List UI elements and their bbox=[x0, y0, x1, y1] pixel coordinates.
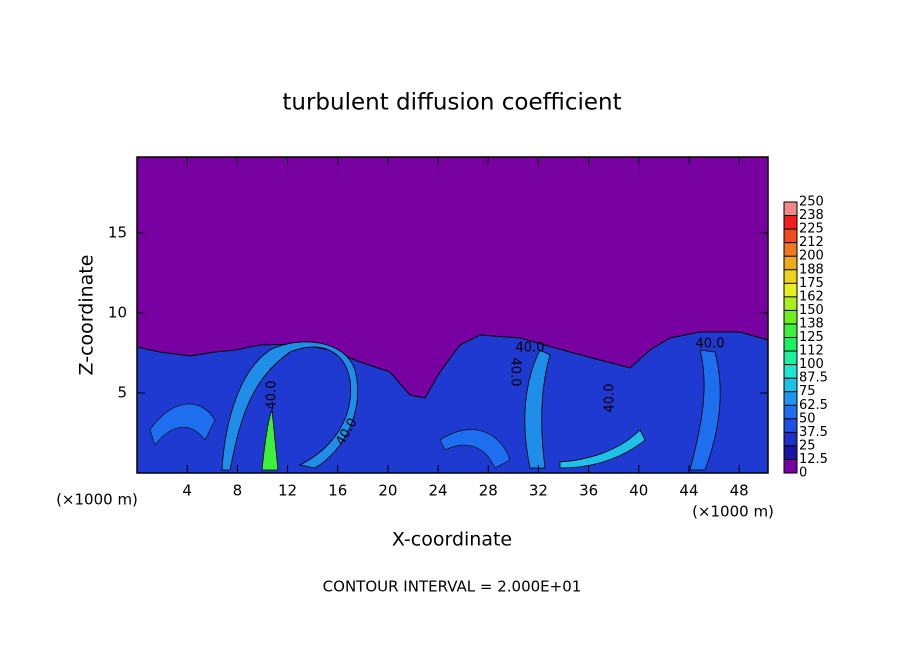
y-tick-label: 10 bbox=[108, 304, 127, 322]
colorbar-label: 25 bbox=[799, 438, 816, 453]
field-streak bbox=[559, 429, 646, 469]
field-region bbox=[136, 331, 769, 474]
colorbar-label: 50 bbox=[799, 411, 816, 426]
x-tick-label: 32 bbox=[529, 482, 548, 500]
y-axis-label: Z-coordinate bbox=[76, 255, 98, 376]
x-tick-label: 40 bbox=[629, 482, 648, 500]
colorbar-label: 188 bbox=[799, 262, 824, 277]
colorbar-label: 162 bbox=[799, 289, 824, 304]
contour-label: 40.0 bbox=[508, 358, 523, 387]
colorbar-label: 138 bbox=[799, 316, 824, 331]
colorbar-band bbox=[784, 242, 797, 257]
colorbar-label: 37.5 bbox=[799, 425, 828, 440]
colorbar-band bbox=[784, 364, 797, 379]
colorbar-label: 250 bbox=[799, 195, 824, 210]
colorbar-band bbox=[784, 337, 797, 352]
colorbar-band bbox=[784, 215, 797, 230]
field-streak bbox=[149, 403, 216, 446]
colorbar-band bbox=[784, 269, 797, 284]
colorbar-band bbox=[784, 391, 797, 406]
contour-label: 40.0 bbox=[516, 341, 545, 356]
colorbar-band bbox=[784, 378, 797, 392]
y-tick-label: 15 bbox=[108, 224, 127, 242]
colorbar-band bbox=[784, 405, 797, 419]
colorbar-band bbox=[784, 323, 797, 338]
x-unit-label: (×1000 m) bbox=[692, 503, 774, 521]
colorbar-label: 62.5 bbox=[799, 398, 828, 413]
colorbar-label: 0 bbox=[799, 466, 807, 481]
colorbar-label: 112 bbox=[799, 344, 824, 359]
colorbar-band bbox=[784, 296, 797, 311]
x-tick-label: 20 bbox=[378, 482, 397, 500]
colorbar-label: 125 bbox=[799, 330, 824, 345]
contour-label: 40.0 bbox=[603, 384, 618, 413]
colorbar-band bbox=[784, 418, 797, 433]
field bbox=[136, 157, 769, 474]
x-tick-label: 12 bbox=[278, 482, 297, 500]
x-tick-label: 28 bbox=[479, 482, 498, 500]
x-tick-label: 4 bbox=[182, 482, 192, 500]
x-tick-label: 44 bbox=[679, 482, 698, 500]
chart-title: turbulent diffusion coefficient bbox=[282, 90, 621, 116]
colorbar-label: 100 bbox=[799, 357, 824, 372]
contour-label: 40.0 bbox=[265, 381, 280, 410]
colorbar-label: 212 bbox=[799, 235, 824, 250]
x-tick-label: 48 bbox=[730, 482, 749, 500]
colorbar-label: 150 bbox=[799, 303, 824, 318]
colorbar-label: 175 bbox=[799, 276, 824, 291]
colorbar-band bbox=[784, 283, 797, 297]
x-axis-label: X-coordinate bbox=[392, 529, 512, 551]
field-streak bbox=[439, 429, 511, 469]
plot-frame bbox=[136, 156, 769, 474]
colorbar-band bbox=[784, 256, 797, 270]
field-streak bbox=[524, 349, 551, 469]
field-streak bbox=[261, 409, 279, 471]
x-unit-label: (×1000 m) bbox=[56, 491, 138, 509]
colorbar-band bbox=[784, 459, 797, 473]
x-tick-label: 36 bbox=[579, 482, 598, 500]
colorbar-label: 87.5 bbox=[799, 371, 828, 386]
footer-note: CONTOUR INTERVAL = 2.000E+01 bbox=[323, 578, 582, 596]
field-streak bbox=[689, 349, 721, 471]
field-streak bbox=[221, 341, 358, 471]
contour-label: 40.0 bbox=[696, 337, 725, 352]
colorbar-label: 200 bbox=[799, 249, 824, 264]
y-tick-label: 5 bbox=[117, 384, 127, 402]
colorbar-label: 238 bbox=[799, 208, 824, 223]
x-tick-label: 16 bbox=[328, 482, 347, 500]
colorbar-label: 75 bbox=[799, 384, 816, 399]
colorbar-band bbox=[784, 310, 797, 324]
colorbar-band bbox=[784, 351, 797, 365]
colorbar-label: 12.5 bbox=[799, 452, 828, 467]
x-tick-label: 8 bbox=[233, 482, 243, 500]
x-tick-label: 24 bbox=[429, 482, 448, 500]
colorbar-label: 225 bbox=[799, 222, 824, 237]
colorbar-band bbox=[784, 202, 797, 216]
colorbar-band bbox=[784, 445, 797, 460]
colorbar-band bbox=[784, 432, 797, 446]
colorbar-band bbox=[784, 229, 797, 243]
